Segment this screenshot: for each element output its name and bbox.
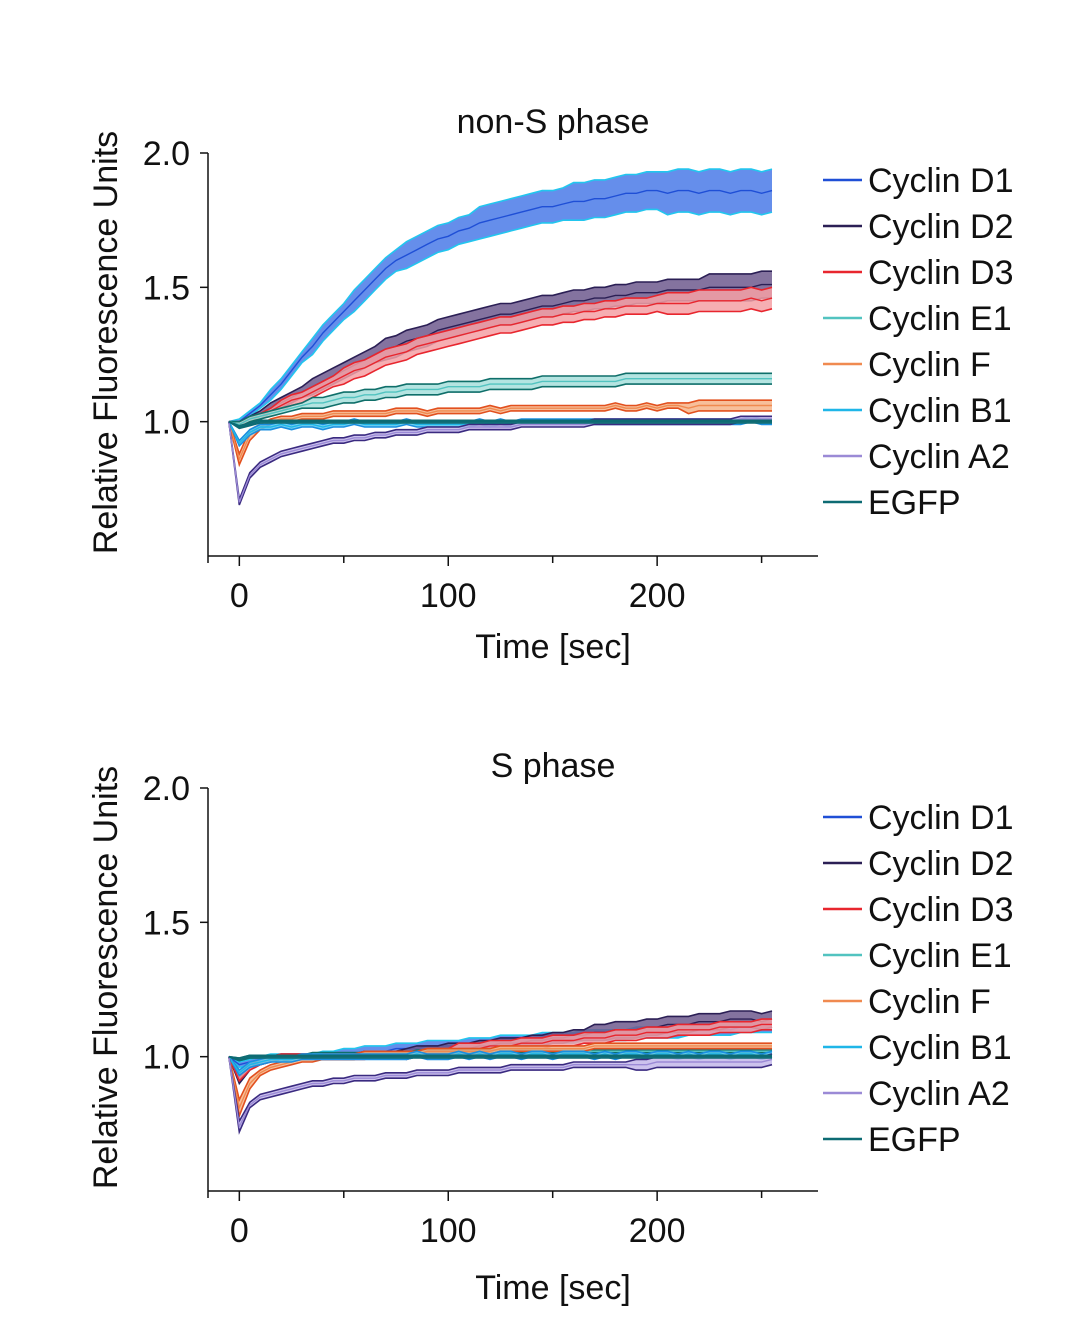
- x-tick-label: 0: [230, 1212, 249, 1250]
- series-line: [228, 378, 772, 426]
- error-band-lower-edge: [228, 420, 772, 506]
- legend-label: Cyclin D1: [868, 799, 1013, 837]
- legend-label: Cyclin F: [868, 983, 991, 1021]
- error-band-upper-edge: [228, 372, 772, 423]
- legend-label: Cyclin D2: [868, 208, 1013, 246]
- series-line: [228, 404, 772, 462]
- error-band: [228, 169, 772, 425]
- x-tick-label: 0: [230, 577, 249, 615]
- error-band-upper-edge: [228, 270, 772, 423]
- error-band-upper-edge: [228, 1050, 773, 1072]
- legend-label: Cyclin E1: [868, 937, 1012, 975]
- error-band-upper-edge: [228, 415, 772, 500]
- error-band-lower-edge: [228, 208, 773, 426]
- chart-s-phase: S phase 1.0 1.5 2.0 0 100 200 Time [sec] Relativ…: [87, 747, 1013, 1307]
- y-tick-label: 2.0: [143, 135, 190, 173]
- legend-label: Cyclin A2: [868, 438, 1010, 476]
- x-tick-label: 200: [629, 1212, 686, 1250]
- legend-label: Cyclin E1: [868, 300, 1012, 338]
- y-tick-label: 1.0: [143, 404, 190, 442]
- series-cyclin-a2: [228, 1053, 773, 1135]
- chart-non-s-phase: non-S phase 1.0 1.5 2.0 0 100 200 Time [sec] Rel…: [87, 103, 1013, 666]
- y-tick-label: 1.5: [143, 269, 190, 307]
- error-band-upper-edge: [228, 1054, 772, 1059]
- y-tick-label: 2.0: [143, 770, 190, 808]
- series-line: [228, 418, 772, 503]
- error-band-upper-edge: [228, 286, 773, 423]
- series-line: [228, 421, 772, 428]
- x-tick-label: 200: [629, 577, 686, 615]
- error-band-lower-edge: [228, 421, 772, 430]
- error-band-upper-edge: [228, 419, 772, 427]
- series-line: [228, 189, 773, 423]
- series-line: [228, 1055, 772, 1061]
- x-axis-label: Time [sec]: [475, 628, 631, 666]
- error-band-lower-edge: [228, 407, 772, 468]
- legend-label: Cyclin D2: [868, 845, 1013, 883]
- chart-title: non-S phase: [457, 103, 650, 141]
- error-band: [228, 400, 772, 465]
- legend-label: Cyclin D1: [868, 162, 1013, 200]
- x-tick-label: 100: [420, 1212, 477, 1250]
- legend-label: EGFP: [868, 1121, 961, 1159]
- error-band-lower-edge: [228, 383, 772, 428]
- series-cyclin-a2: [228, 415, 772, 506]
- legend-label: Cyclin D3: [868, 254, 1013, 292]
- legend-label: Cyclin D3: [868, 891, 1013, 929]
- error-band: [228, 1054, 772, 1132]
- error-band-lower-edge: [228, 307, 773, 428]
- series-cyclin-e1: [228, 372, 772, 428]
- y-tick-label: 1.0: [143, 1039, 190, 1077]
- legend-label: EGFP: [868, 484, 961, 522]
- y-tick-label: 1.5: [143, 904, 190, 942]
- series-line: [228, 1056, 773, 1129]
- x-tick-label: 100: [420, 577, 477, 615]
- y-axis-label: Relative Fluorescence Units: [87, 766, 125, 1189]
- series-cyclin-d1: [228, 168, 773, 426]
- legend-label: Cyclin B1: [868, 392, 1012, 430]
- series-egfp: [228, 419, 772, 430]
- series-cyclin-d3: [228, 286, 773, 428]
- error-band-lower-edge: [228, 1055, 772, 1062]
- series-egfp: [228, 1054, 772, 1062]
- error-band-lower-edge: [228, 1056, 773, 1135]
- series-line: [228, 297, 773, 426]
- x-axis-label: Time [sec]: [475, 1269, 631, 1307]
- series-cyclin-f: [228, 399, 772, 468]
- legend-label: Cyclin A2: [868, 1075, 1010, 1113]
- legend-label: Cyclin B1: [868, 1029, 1012, 1067]
- legend-label: Cyclin F: [868, 346, 991, 384]
- error-band-upper-edge: [228, 399, 772, 457]
- y-axis-label: Relative Fluorescence Units: [87, 131, 125, 554]
- chart-title: S phase: [491, 747, 616, 785]
- error-band-upper-edge: [228, 168, 773, 423]
